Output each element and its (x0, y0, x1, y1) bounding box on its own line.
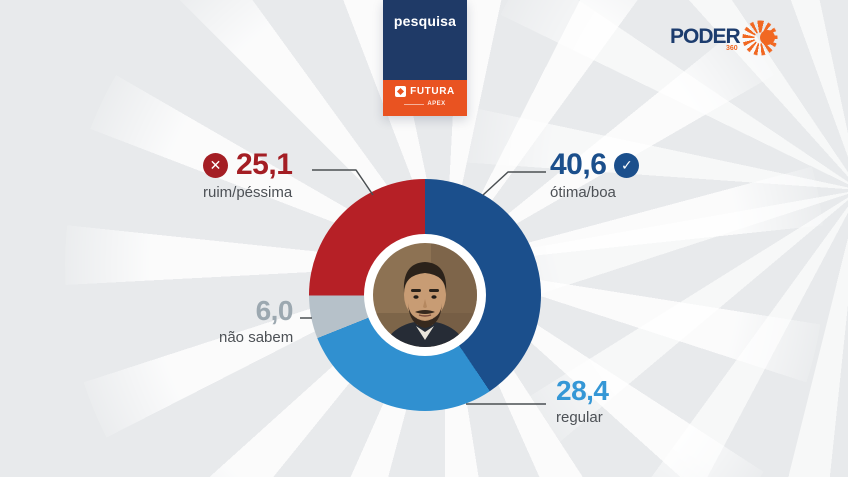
callout-line-ruim (312, 169, 374, 196)
label-text-ruim-pessima: ruim/péssima (203, 184, 293, 201)
futura-apex-branding: FUTURA APEX (383, 80, 467, 116)
poder360-sunburst-center (760, 30, 775, 45)
pesquisa-badge-title: pesquisa (383, 0, 467, 80)
x-circle-icon: ✕ (203, 152, 228, 178)
callout-line-otima (482, 171, 546, 196)
value-nao-sabem: 6,0 (255, 295, 294, 326)
apex-divider (404, 103, 425, 105)
label-otima-boa: 40,6 ✓ ótima/boa (550, 148, 640, 201)
pesquisa-badge: pesquisa FUTURA APEX (383, 0, 467, 116)
value-otima-boa: 40,6 (550, 148, 607, 181)
futura-logo-icon (395, 86, 407, 97)
label-regular: 28,4 regular (556, 375, 609, 427)
label-text-nao-sabem: não sabem (219, 329, 294, 346)
poder360-logo: PODER 360 (668, 14, 788, 62)
poder360-360-label: 360 (726, 45, 738, 52)
label-text-regular: regular (556, 409, 603, 426)
check-circle-icon: ✓ (614, 152, 640, 178)
label-nao-sabem: 6,0 não sabem (219, 295, 297, 347)
apex-logo-text: APEX (427, 101, 446, 107)
value-regular: 28,4 (556, 375, 609, 406)
portrait-photo (373, 243, 477, 347)
value-ruim-pessima: 25,1 (236, 148, 293, 181)
futura-logo-text: FUTURA (410, 86, 455, 97)
label-ruim-pessima: ✕ 25,1 ruim/péssima (203, 148, 293, 201)
label-text-otima-boa: ótima/boa (550, 184, 616, 201)
portrait-photo-illustration (373, 243, 477, 347)
